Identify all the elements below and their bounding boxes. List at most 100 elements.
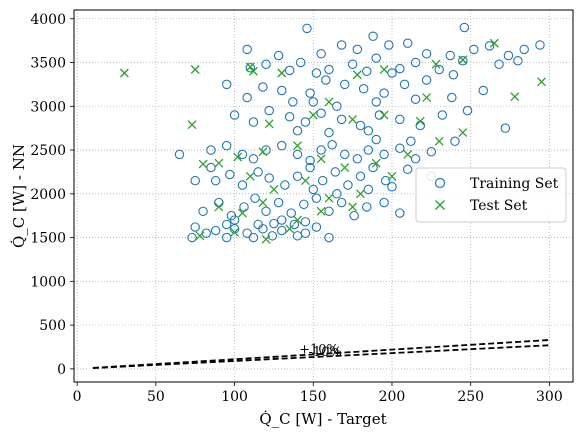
training-point xyxy=(494,59,504,70)
training-point xyxy=(395,63,405,74)
bound-line xyxy=(92,344,550,369)
training-point xyxy=(336,40,347,50)
test-point xyxy=(340,163,350,173)
test-point xyxy=(422,93,432,102)
training-point xyxy=(242,92,252,103)
test-point xyxy=(214,158,224,168)
training-point xyxy=(448,70,459,80)
training-point xyxy=(277,215,287,225)
training-point xyxy=(190,222,200,232)
training-point xyxy=(229,110,240,120)
test-set-series xyxy=(119,38,546,244)
training-point xyxy=(250,193,260,203)
training-point xyxy=(387,182,397,192)
training-point xyxy=(221,79,232,90)
training-point xyxy=(258,82,268,92)
training-point xyxy=(513,56,523,66)
test-point xyxy=(190,65,200,74)
training-point xyxy=(447,92,457,103)
y-tick-label: 0 xyxy=(57,362,66,378)
training-point xyxy=(340,149,350,160)
error-bound-lines xyxy=(92,339,550,369)
test-point xyxy=(403,149,413,159)
training-point xyxy=(258,224,268,234)
training-point xyxy=(273,197,284,208)
training-point xyxy=(358,84,369,94)
training-point xyxy=(324,64,334,75)
test-point xyxy=(261,234,271,244)
axis-ticks: 0 50 100 150 200 250 3000500100015002000250030… xyxy=(30,12,562,405)
training-point xyxy=(284,112,295,122)
training-point xyxy=(459,22,470,33)
training-point xyxy=(368,162,378,173)
training-point xyxy=(469,44,479,55)
training-point xyxy=(355,171,366,182)
training-point xyxy=(363,126,374,136)
test-point xyxy=(264,119,274,129)
training-point xyxy=(410,154,421,164)
training-point xyxy=(248,232,259,243)
legend-test-label: Test Set xyxy=(470,198,528,214)
y-tick-label: 4000 xyxy=(30,12,66,28)
x-tick-label: 150 xyxy=(300,389,327,405)
bound-annotation: -10% xyxy=(309,345,342,360)
training-point xyxy=(277,140,287,151)
test-point xyxy=(458,55,468,65)
training-point xyxy=(503,50,514,61)
training-point xyxy=(316,108,326,119)
x-tick-label: 100 xyxy=(221,389,248,405)
training-point xyxy=(519,44,529,55)
test-point xyxy=(230,227,240,237)
y-tick-label: 3500 xyxy=(30,56,66,72)
training-point xyxy=(363,184,374,195)
training-point xyxy=(395,143,405,154)
training-point xyxy=(221,232,232,243)
test-point xyxy=(245,171,255,181)
test-point xyxy=(214,202,224,212)
y-tick-label: 1500 xyxy=(30,231,66,247)
test-point xyxy=(387,171,397,181)
training-point xyxy=(280,180,290,190)
training-point xyxy=(292,171,303,182)
bound-annotation: +10% xyxy=(299,343,339,358)
training-point xyxy=(253,167,263,177)
test-point xyxy=(316,206,326,216)
test-point xyxy=(293,215,302,225)
training-point xyxy=(284,65,295,76)
test-point xyxy=(245,62,255,72)
training-point xyxy=(458,56,468,66)
training-point xyxy=(384,40,394,50)
training-point xyxy=(248,154,259,164)
training-point xyxy=(221,219,232,230)
x-axis-label: Q̇_C [W] - Target xyxy=(259,410,386,428)
training-point xyxy=(174,149,185,160)
test-point xyxy=(269,184,279,194)
test-point xyxy=(119,68,129,78)
legend: Training Set Test Set xyxy=(415,167,567,223)
training-point xyxy=(484,41,495,51)
training-point xyxy=(308,97,319,107)
training-point xyxy=(300,217,311,227)
training-point xyxy=(305,155,315,166)
training-point xyxy=(206,145,216,155)
y-tick-label: 3000 xyxy=(30,99,66,115)
training-point xyxy=(242,228,252,238)
y-axis-label: Q̇_C [W] - NN xyxy=(10,144,28,248)
test-point xyxy=(434,136,444,146)
training-point xyxy=(324,232,334,243)
training-point xyxy=(406,136,416,147)
training-point xyxy=(308,184,319,195)
training-point xyxy=(305,88,315,98)
test-point xyxy=(352,70,362,80)
training-point xyxy=(187,232,197,243)
training-point xyxy=(248,117,259,127)
training-point xyxy=(371,134,381,145)
training-point xyxy=(305,162,315,173)
training-point xyxy=(330,167,341,177)
test-point xyxy=(371,158,381,168)
training-point xyxy=(269,218,279,229)
training-point xyxy=(478,85,489,96)
test-point xyxy=(537,77,546,87)
training-point xyxy=(237,149,248,160)
test-point xyxy=(248,66,258,76)
